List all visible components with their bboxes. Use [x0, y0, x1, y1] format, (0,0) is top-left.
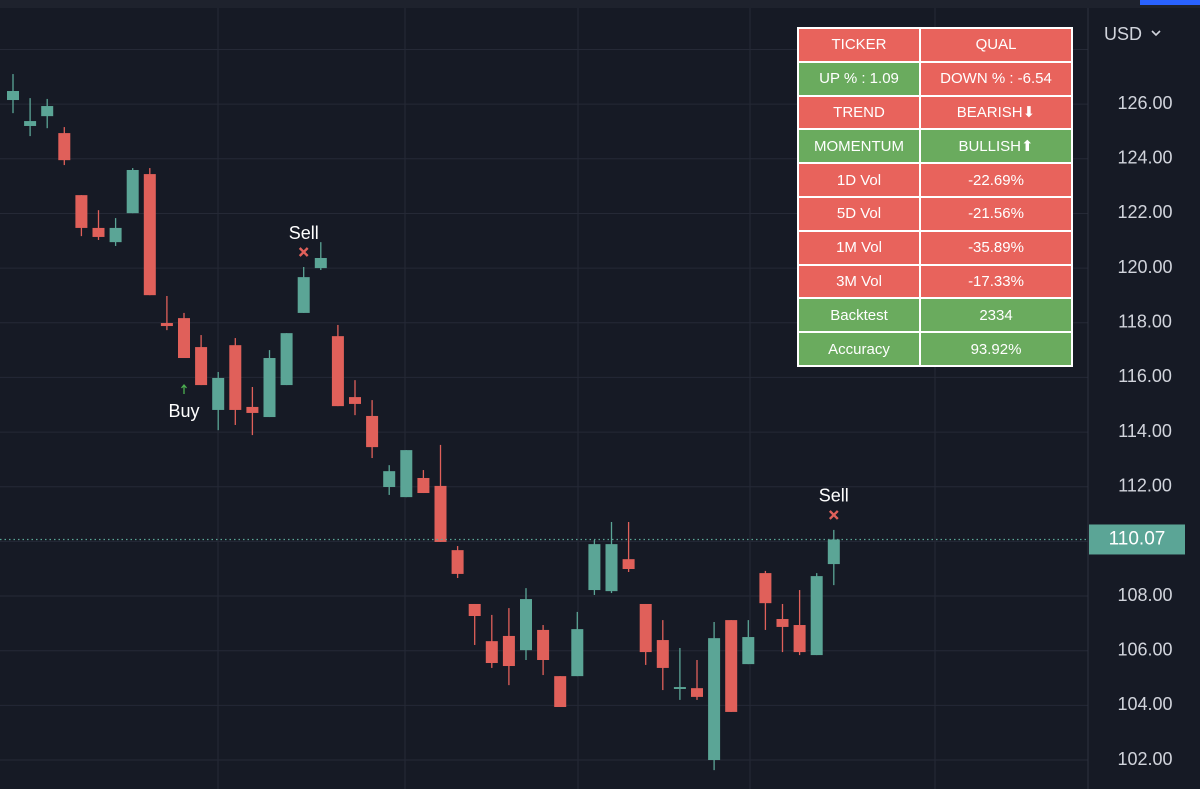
table-cell: 2334: [920, 298, 1072, 333]
candle-body: [554, 676, 567, 708]
candle-body: [109, 227, 122, 243]
top-bar-accent: [1140, 0, 1200, 5]
stats-table: TICKER QUAL UP % : 1.09 DOWN % : -6.54 TREND…: [797, 27, 1073, 367]
candle-body: [280, 333, 293, 386]
price-axis-panel: [1088, 8, 1200, 789]
candle-body: [793, 625, 806, 653]
y-tick-label: 106.00: [1117, 639, 1172, 659]
candle-body: [24, 121, 37, 126]
candle-body: [571, 629, 584, 677]
currency-box[interactable]: [1094, 14, 1200, 54]
table-cell: -21.56%: [920, 196, 1072, 231]
table-cell: QUAL: [920, 28, 1072, 62]
candle-body: [400, 450, 413, 498]
table-cell: -17.33%: [920, 264, 1072, 299]
y-tick-label: 122.00: [1117, 202, 1172, 222]
candle-body: [417, 477, 430, 494]
candle-body: [759, 573, 772, 604]
candle-body: [75, 195, 88, 228]
y-tick-label: 108.00: [1117, 585, 1172, 605]
sell-cross: [828, 510, 839, 520]
candle-body: [349, 397, 361, 404]
candle-body: [656, 640, 669, 668]
candle-body: [126, 169, 139, 214]
y-tick-label: 104.00: [1117, 694, 1172, 714]
buy-label: Buy: [168, 401, 199, 421]
candle-body: [92, 227, 105, 237]
sell-marker: [828, 510, 839, 520]
candle-body: [725, 620, 738, 712]
last-price-label: 110.07: [1109, 528, 1166, 549]
table-cell: DOWN % : -6.54: [920, 61, 1072, 96]
currency[interactable]: USD: [1104, 24, 1142, 44]
candle-body: [195, 347, 208, 386]
candle-body: [691, 688, 703, 697]
table-cell: 3M Vol: [798, 264, 920, 299]
candle-body: [314, 257, 327, 269]
candle-body: [297, 277, 310, 313]
y-tick-label: 102.00: [1117, 749, 1172, 769]
y-tick-label: 112.00: [1118, 475, 1172, 495]
candle-body: [588, 544, 601, 591]
table-cell: BEARISH⬇: [920, 95, 1072, 130]
y-tick-label: 124.00: [1117, 148, 1172, 168]
top-bar: [0, 0, 1200, 8]
candle-body: [708, 638, 721, 761]
y-tick-label: 116.00: [1118, 366, 1172, 386]
candle-body: [246, 406, 259, 413]
candle-body: [143, 174, 156, 296]
table-cell: TICKER: [798, 28, 920, 62]
candle-body: [434, 485, 447, 542]
candle-body: [366, 415, 379, 448]
table-cell: 1M Vol: [798, 230, 920, 265]
table-cell: -22.69%: [920, 163, 1072, 197]
sell-label: Sell: [289, 223, 319, 243]
candle-body: [229, 345, 242, 410]
table-cell: MOMENTUM: [798, 129, 920, 164]
table-cell: 93.92%: [920, 332, 1072, 366]
table-cell: BULLISH⬆: [920, 129, 1072, 164]
candle-body: [212, 377, 225, 410]
candle-body: [776, 619, 789, 627]
candle-body: [810, 576, 823, 656]
candle-body: [160, 323, 173, 327]
table-cell: Backtest: [798, 298, 920, 333]
candle-body: [639, 603, 652, 653]
candle-body: [742, 637, 755, 665]
candle-body: [263, 358, 276, 418]
table-cell: 1D Vol: [798, 163, 920, 197]
candle-body: [502, 635, 515, 667]
y-tick-label: 118.00: [1118, 312, 1172, 332]
candle-body: [622, 559, 635, 569]
candle-body: [331, 336, 344, 407]
y-tick-label: 126.00: [1117, 93, 1172, 113]
candle-body: [537, 629, 550, 661]
candle-body: [451, 550, 464, 574]
table-cell: 5D Vol: [798, 196, 920, 231]
y-tick-label: 120.00: [1117, 257, 1172, 277]
sell-cross: [298, 247, 309, 257]
sell-label: Sell: [819, 486, 849, 506]
y-tick-label: 114.00: [1118, 421, 1172, 441]
last-price-box: [1089, 524, 1185, 555]
table-cell: -35.89%: [920, 230, 1072, 265]
candle-body: [485, 641, 498, 664]
table-cell: UP % : 1.09: [798, 61, 920, 96]
candle-body: [605, 544, 618, 592]
candle-body: [58, 133, 71, 161]
candle-body: [383, 471, 396, 488]
table-cell: Accuracy: [798, 332, 920, 366]
candle-body: [520, 599, 532, 651]
candle-body: [41, 106, 54, 117]
candle-body: [673, 687, 686, 689]
sell-marker: [298, 247, 309, 257]
candle-body: [178, 318, 190, 359]
candle-body: [827, 539, 840, 565]
candle-body: [7, 91, 19, 101]
currency-chevron[interactable]: [1151, 30, 1161, 37]
buy-arrow: [181, 383, 187, 395]
table-cell: TREND: [798, 95, 920, 130]
candle-body: [468, 603, 481, 617]
